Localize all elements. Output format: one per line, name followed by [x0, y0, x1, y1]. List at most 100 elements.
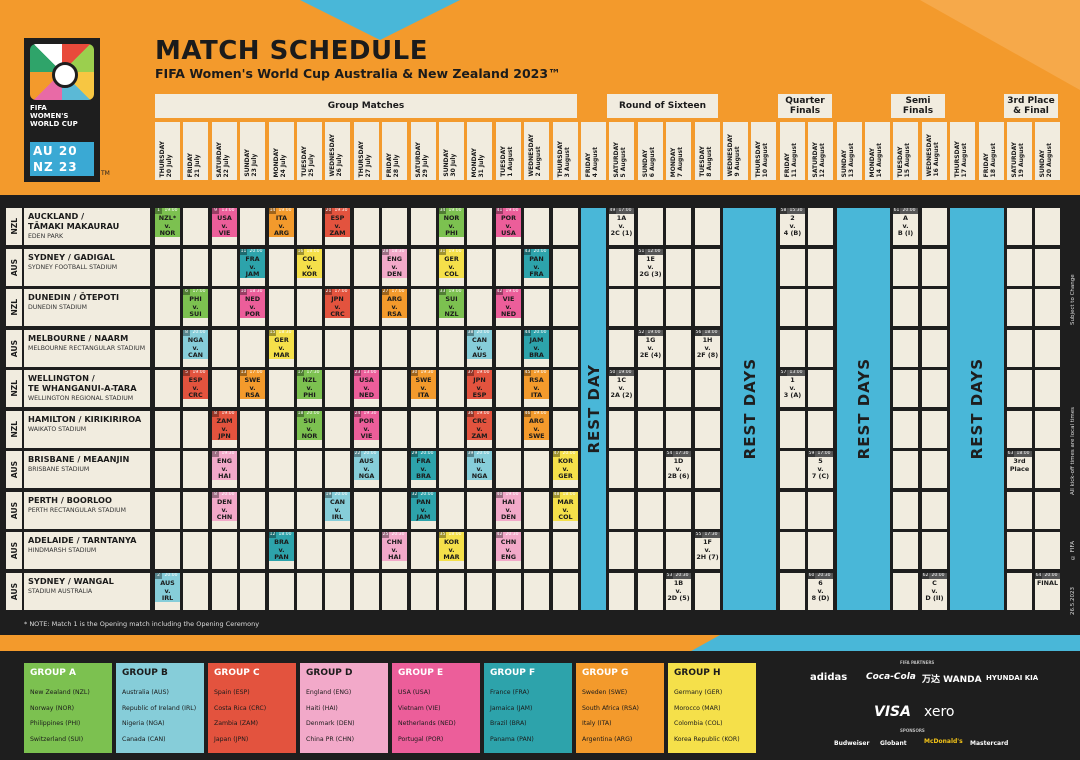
match-number: 47 — [553, 451, 560, 457]
footnote: * NOTE: Match 1 is the Opening match inc… — [24, 620, 260, 628]
schedule-cell — [411, 289, 436, 326]
group-match: 24 19:30 POR v. VIE — [354, 411, 379, 440]
venue-name: AUCKLAND / TĀMAKI MAKAURAU — [28, 211, 120, 231]
side-note: © FIFA — [1070, 541, 1076, 560]
match-fixture: NED v. POR — [244, 295, 261, 318]
match-time: 12:00 — [647, 249, 661, 254]
date-header: THURSDAY 17 August — [950, 122, 975, 180]
venue-name: SYDNEY / WANGAL — [28, 576, 114, 586]
side-note: 26.5.2023 — [1070, 587, 1076, 615]
match-header: 21 17:00 — [325, 289, 350, 295]
match-time: 19:00 — [505, 492, 519, 497]
venue-stadium: HINDMARSH STADIUM — [28, 547, 97, 554]
date-label: FRIDAY 4 August — [585, 146, 599, 177]
date-label: THURSDAY 17 August — [954, 140, 968, 177]
group-team: Italy (ITA) — [582, 720, 612, 727]
date-header: SATURDAY 22 July — [212, 122, 237, 180]
group-teams: England (ENG) Haiti (HAI) Denmark (DEN) Chi… — [300, 683, 388, 753]
match-header: 14 19:00 — [269, 208, 294, 214]
match-header: 18 20:00 — [297, 411, 322, 417]
match-header: 9 13:00 — [212, 208, 237, 214]
schedule-cell — [496, 249, 521, 286]
venue-stadium: WELLINGTON REGIONAL STADIUM — [28, 395, 134, 402]
logo-line: WORLD CUP — [30, 120, 78, 128]
date-label: THURSDAY 27 July — [358, 140, 372, 177]
schedule-cell — [439, 451, 464, 488]
rest-days-block: REST DAYS — [950, 208, 1004, 610]
group-match: 43 20:00 PAN v. FRA — [524, 249, 549, 278]
schedule-cell — [638, 370, 663, 407]
schedule-cell — [240, 451, 265, 488]
country-code: NZL — [6, 208, 22, 245]
schedule-cell — [666, 249, 691, 286]
venue-stadium: STADIUM AUSTRALIA — [28, 588, 93, 595]
schedule-cell — [269, 370, 294, 407]
group-team: Nigeria (NGA) — [122, 720, 165, 727]
schedule-cell — [695, 289, 720, 326]
match-fixture: FRA v. BRA — [416, 457, 431, 480]
match-header: 64 20:00 — [1035, 573, 1060, 579]
date-header: TUESDAY 8 August — [695, 122, 720, 180]
match-time: 19:30 — [334, 208, 348, 213]
knockout-match: 49 17:00 1A v. 2C (1) — [609, 208, 634, 245]
match-time: 19:30 — [363, 411, 377, 416]
match-time: 20:00 — [533, 249, 547, 254]
match-fixture: GER v. COL — [444, 255, 459, 278]
match-time: 15:30 — [789, 208, 803, 213]
match-number: 43 — [524, 249, 531, 255]
schedule-cell — [893, 411, 918, 448]
group-legend: GROUP C Spain (ESP) Costa Rica (CRC) Zambia… — [208, 663, 296, 753]
group-team: Brazil (BRA) — [490, 720, 527, 727]
match-fixture: IRL v. NGA — [471, 457, 488, 480]
match-number: 30 — [411, 370, 418, 376]
schedule-cell — [1007, 573, 1032, 610]
group-legend: GROUP D England (ENG) Haiti (HAI) Denmark (… — [300, 663, 388, 753]
match-number: 38 — [467, 330, 474, 336]
date-header: THURSDAY 20 July — [155, 122, 180, 180]
schedule-cell — [467, 249, 492, 286]
country-code-label: AUS — [9, 258, 19, 277]
match-number: 1 — [155, 208, 162, 214]
match-fixture: 1E v. 2G (3) — [639, 255, 662, 278]
match-number: 8 — [183, 330, 190, 336]
group-team: Philippines (PHI) — [30, 720, 81, 727]
knockout-match: 54 17:30 1D v. 2B (6) — [666, 451, 691, 488]
venue-card: SYDNEY / WANGAL STADIUM AUSTRALIA — [24, 573, 150, 610]
match-time: 20:30 — [505, 532, 519, 537]
group-team: Japan (JPN) — [214, 735, 249, 743]
schedule-cell — [382, 411, 407, 448]
schedule-cell — [269, 411, 294, 448]
group-team: Netherlands (NED) — [398, 720, 456, 727]
country-code-label: AUS — [9, 460, 19, 479]
group-match: 36 19:00 CRC v. ZAM — [467, 411, 492, 440]
venue-stadium: SYDNEY FOOTBALL STADIUM — [28, 264, 118, 271]
schedule-cell — [1035, 532, 1060, 569]
schedule-cell — [354, 208, 379, 245]
schedule-cell — [922, 289, 947, 326]
match-number: 53 — [666, 573, 673, 579]
date-label: SUNDAY 30 July — [443, 149, 457, 177]
date-label: SATURDAY 12 August — [812, 141, 826, 177]
date-header: TUESDAY 25 July — [297, 122, 322, 180]
schedule-cell — [1035, 249, 1060, 286]
group-match: 18 20:00 SUI v. NOR — [297, 411, 322, 440]
schedule-cell — [553, 208, 578, 245]
group-match: 20 19:30 ESP v. ZAM — [325, 208, 350, 237]
group-team: Australia (AUS) — [122, 689, 169, 696]
schedule-cell — [325, 451, 350, 488]
schedule-cell — [922, 492, 947, 529]
match-time: 20:00 — [420, 492, 434, 497]
schedule-cell — [553, 370, 578, 407]
match-number: 45 — [524, 370, 531, 376]
group-match: 19 20:00 CAN v. IRL — [325, 492, 350, 521]
group-teams: Sweden (SWE) South Africa (RSA) Italy (ITA… — [576, 683, 664, 753]
knockout-match: 53 20:30 1B v. 2D (5) — [666, 573, 691, 610]
match-time: 20:00 — [306, 411, 320, 416]
schedule-cell — [609, 532, 634, 569]
match-number: 51 — [638, 249, 645, 255]
match-fixture: C v. D (II) — [925, 579, 944, 602]
schedule-cell — [439, 330, 464, 367]
match-fixture: RSA v. ITA — [529, 376, 544, 399]
group-legend: GROUP E USA (USA) Vietnam (VIE) Netherlands… — [392, 663, 480, 753]
match-fixture: CAN v. AUS — [472, 336, 487, 359]
